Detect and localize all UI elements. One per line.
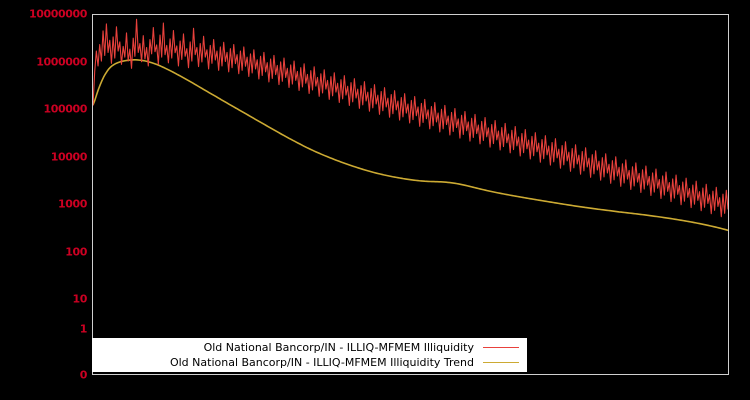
line-swatch-illiquidity <box>483 347 519 348</box>
legend-label-illiquidity-trend: Old National Bancorp/IN - ILLIQ-MFMEM Il… <box>169 356 474 369</box>
y-tick-label-100000: 100000 <box>43 102 87 116</box>
series-canvas <box>93 18 728 232</box>
y-tick-label-1000000: 1000000 <box>36 55 87 68</box>
y-tick-label-1000: 1000 <box>57 197 87 211</box>
y-tick-label-10: 10 <box>72 292 87 306</box>
y-tick-label-100: 100 <box>65 245 87 258</box>
series-line-trend <box>93 59 728 232</box>
y-tick-label-10000000: 10000000 <box>28 7 87 21</box>
legend-item-illiquidity-trend[interactable]: Old National Bancorp/IN - ILLIQ-MFMEM Il… <box>92 355 527 370</box>
y-tick-label-10000: 10000 <box>50 150 88 163</box>
series-line-illiquidity <box>93 18 728 218</box>
line-swatch-trend <box>483 362 519 363</box>
y-axis-tick-labels: 10000000 1000000 100000 10000 1000 100 10 1 0 <box>0 0 87 400</box>
y-tick-label-0: 0 <box>79 368 88 381</box>
legend-item-illiquidity[interactable]: Old National Bancorp/IN - ILLIQ-MFMEM Il… <box>92 340 527 355</box>
plot-area <box>92 14 729 375</box>
chart-legend: Old National Bancorp/IN - ILLIQ-MFMEM Il… <box>92 338 527 372</box>
y-tick-label-1: 1 <box>79 322 88 336</box>
legend-label-illiquidity: Old National Bancorp/IN - ILLIQ-MFMEM Il… <box>203 341 474 354</box>
